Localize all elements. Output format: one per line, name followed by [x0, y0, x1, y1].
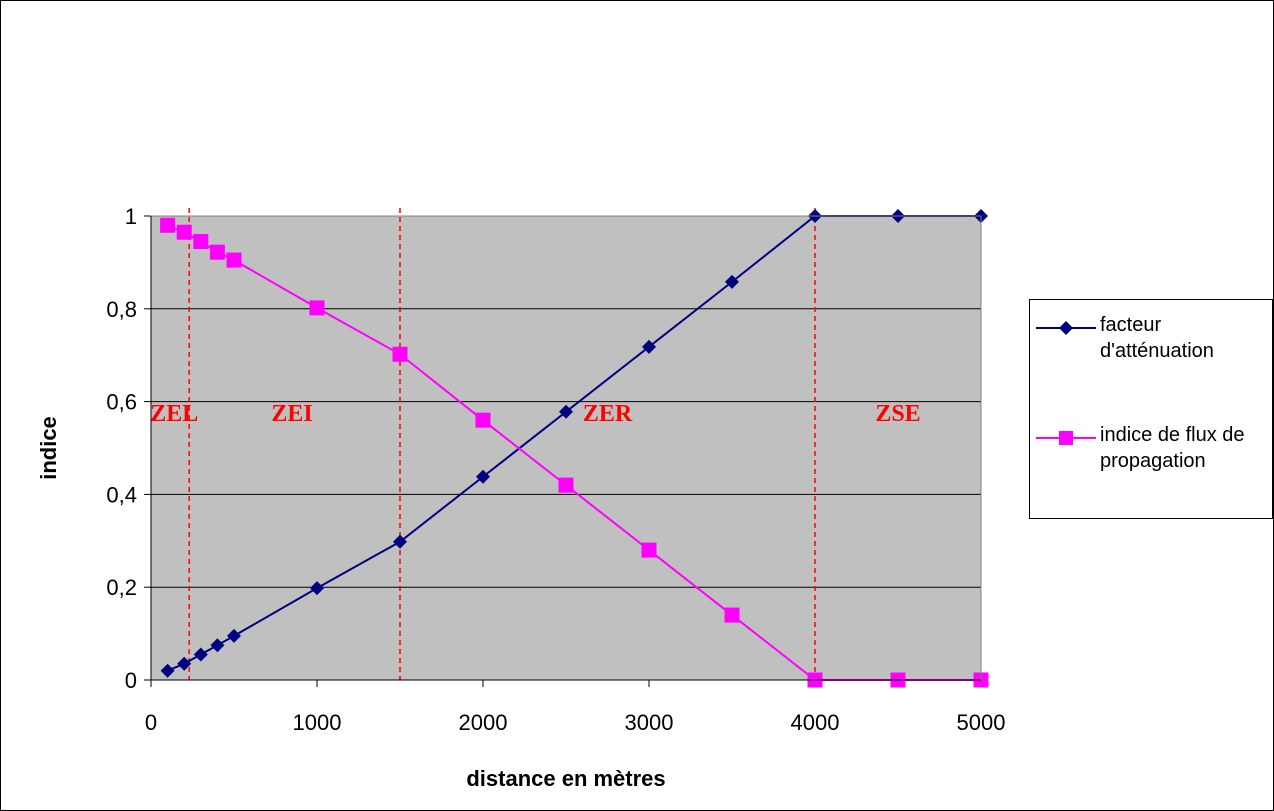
data-point — [227, 628, 241, 643]
data-point — [209, 244, 225, 260]
y-tick-label: 0,6 — [106, 390, 137, 415]
x-tick-label: 4000 — [791, 710, 840, 735]
data-point — [160, 663, 175, 678]
diamond-marker-icon — [1036, 321, 1096, 335]
data-point — [641, 542, 657, 558]
data-point — [193, 647, 208, 662]
data-point — [309, 300, 325, 316]
legend-label-series-2: indice de flux de propagation — [1100, 424, 1245, 472]
y-tick-label: 1 — [125, 204, 137, 229]
data-point — [476, 469, 490, 484]
y-tick-label: 0 — [125, 668, 137, 693]
data-point — [226, 252, 242, 268]
zone-label: ZER — [583, 401, 633, 427]
axes — [150, 215, 982, 681]
x-tick-label: 5000 — [957, 710, 1006, 735]
legend: facteur d'atténuation indice de flux de … — [1029, 299, 1273, 519]
zone-label: ZSE — [875, 401, 920, 427]
x-tick-labels: 0 1000 2000 3000 4000 5000 — [145, 710, 1006, 735]
data-point — [310, 581, 324, 596]
x-tick-label: 1000 — [293, 710, 342, 735]
data-point — [393, 534, 407, 549]
y-tick-label: 0,4 — [106, 482, 137, 507]
x-axis-title: distance en mètres — [466, 766, 665, 791]
x-tick-label: 3000 — [625, 710, 674, 735]
data-point — [392, 346, 408, 362]
data-point — [177, 656, 192, 671]
data-point — [642, 339, 656, 354]
data-point — [160, 217, 176, 233]
data-point — [558, 477, 574, 493]
data-point — [725, 274, 739, 289]
zone-label: ZEL — [150, 401, 198, 427]
zone-label: ZEI — [271, 401, 312, 427]
x-tick-label: 2000 — [459, 710, 508, 735]
data-point — [475, 412, 491, 428]
y-tick-label: 0,2 — [106, 575, 137, 600]
data-series — [160, 209, 989, 688]
plot-area — [151, 216, 981, 680]
series-1 — [160, 209, 988, 678]
square-marker-icon — [1036, 431, 1096, 445]
y-tick-labels: 0 0,2 0,4 0,6 0,8 1 — [106, 204, 137, 693]
y-axis-title: indice — [36, 416, 61, 480]
y-tick-label: 0,8 — [106, 297, 137, 322]
legend-label-series-1: facteur d'atténuation — [1100, 314, 1214, 362]
zone-boundaries — [188, 208, 816, 680]
data-point — [210, 638, 225, 653]
x-tick-label: 0 — [145, 710, 157, 735]
data-point — [193, 234, 209, 250]
data-point — [559, 404, 573, 419]
data-point — [724, 607, 740, 623]
data-point — [176, 224, 192, 240]
zone-labels: ZEL ZEI ZER ZSE — [150, 401, 920, 427]
